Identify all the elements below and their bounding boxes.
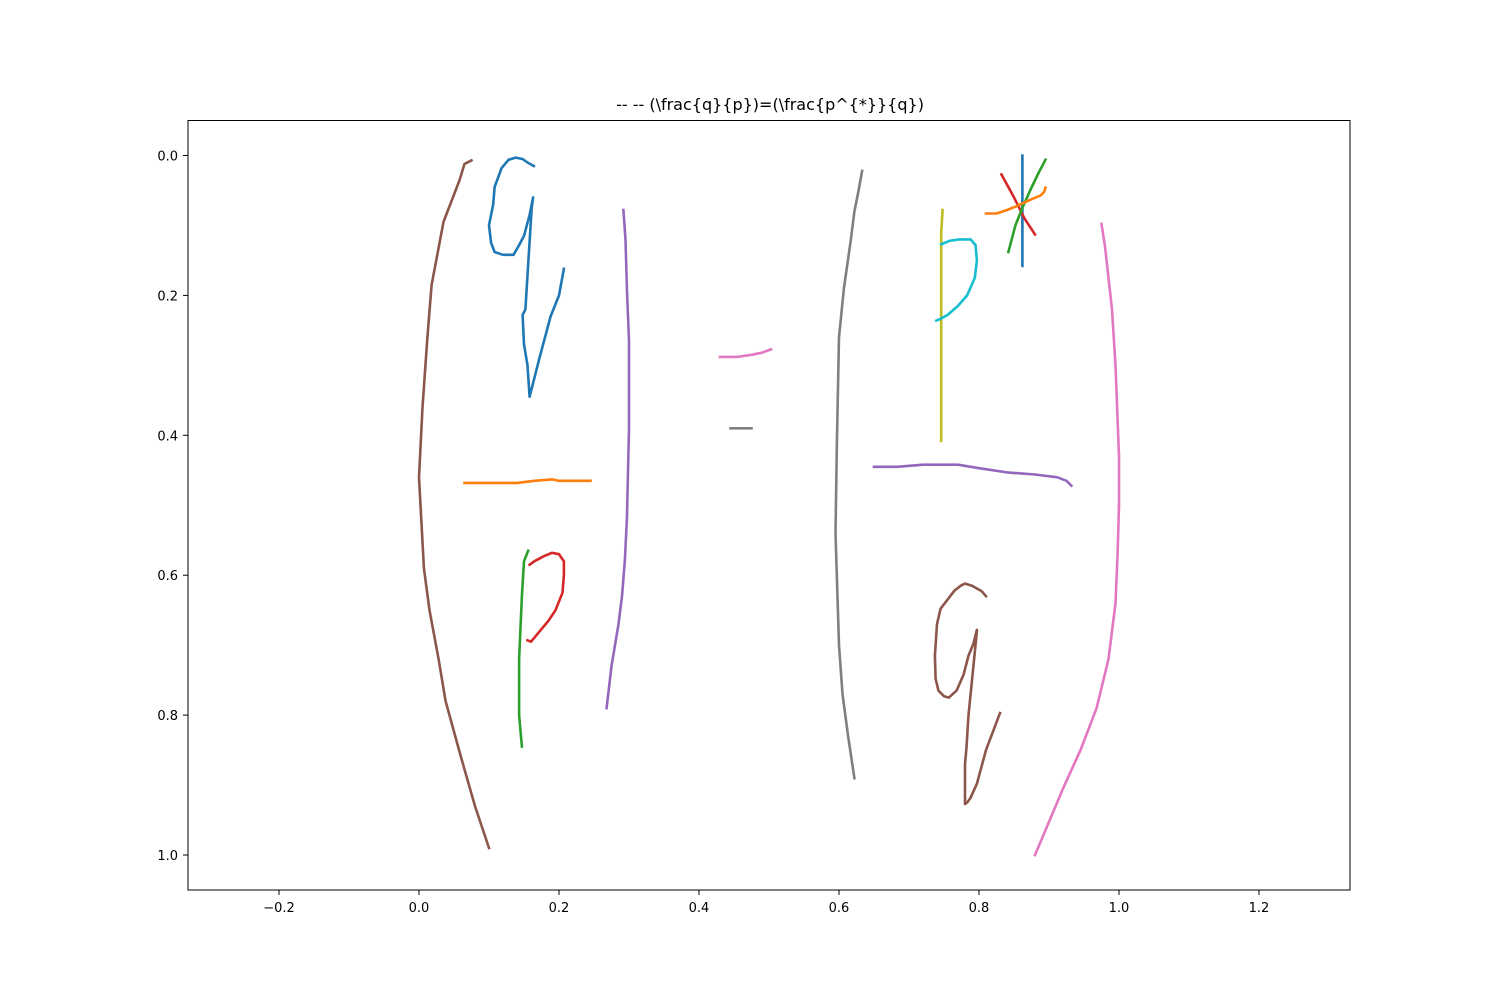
series-line-13 bbox=[999, 172, 1037, 237]
series-line-4 bbox=[525, 551, 566, 644]
x-tick-label: −0.2 bbox=[263, 901, 295, 916]
x-tick-label: 0.6 bbox=[829, 901, 850, 916]
series-line-1 bbox=[487, 156, 566, 399]
x-tick-label: 0.0 bbox=[409, 901, 430, 916]
series-line-16 bbox=[933, 582, 1002, 806]
series-layer bbox=[417, 154, 1121, 857]
x-tick-label: 0.2 bbox=[549, 901, 570, 916]
series-line-11 bbox=[872, 463, 1074, 488]
series-line-3 bbox=[517, 549, 530, 749]
y-tick-label: 0.4 bbox=[157, 429, 178, 444]
series-line-8 bbox=[834, 169, 864, 780]
series-line-9 bbox=[939, 208, 944, 443]
y-tick-label: 0.0 bbox=[157, 149, 178, 164]
y-tick-label: 0.2 bbox=[157, 289, 178, 304]
y-tick-label: 1.0 bbox=[157, 849, 178, 864]
x-tick-label: 0.8 bbox=[969, 901, 990, 916]
tick-layer: −0.2 0.0 0.2 0.4 0.6 0.8 1.0 1.2 0.0 0.2 0.4 0.6 0.8… bbox=[157, 149, 1269, 916]
series-line-15 bbox=[984, 186, 1048, 215]
series-line-2 bbox=[463, 478, 592, 485]
series-line-0 bbox=[417, 158, 491, 850]
y-tick-label: 0.8 bbox=[157, 709, 178, 724]
chart-title: -- -- (\frac{q}{p})=(\frac{p^{*}}{q}) bbox=[616, 95, 924, 114]
plot-frame bbox=[187, 120, 1351, 891]
series-line-5 bbox=[605, 208, 631, 710]
x-tick-label: 1.2 bbox=[1249, 901, 1270, 916]
series-line-14 bbox=[1006, 157, 1048, 254]
x-tick-label: 0.4 bbox=[689, 901, 710, 916]
series-line-17 bbox=[1033, 222, 1121, 857]
y-tick-label: 0.6 bbox=[157, 569, 178, 584]
series-line-6 bbox=[718, 347, 773, 359]
x-tick-label: 1.0 bbox=[1109, 901, 1130, 916]
series-line-10 bbox=[934, 238, 979, 323]
